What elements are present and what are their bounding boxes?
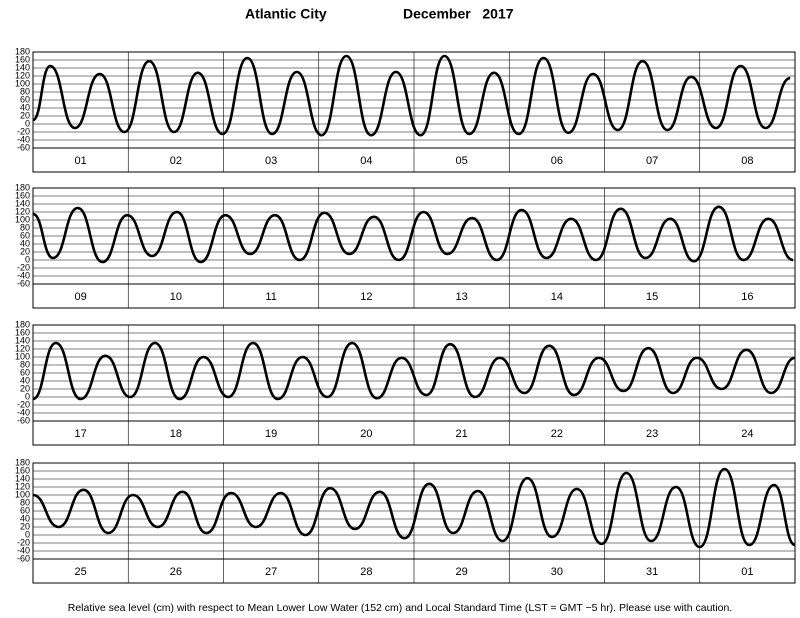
- y-tick-label: 0: [25, 529, 30, 539]
- day-label: 16: [741, 291, 753, 303]
- panel-frame: [32, 51, 796, 173]
- tide-curve: [32, 467, 796, 549]
- y-tick-label: 40: [20, 375, 30, 385]
- y-tick-label: 100: [15, 78, 30, 88]
- day-label: 20: [360, 428, 372, 440]
- y-tick-label: 160: [15, 190, 30, 200]
- day-label: 08: [741, 155, 753, 167]
- y-tick-label: 80: [20, 359, 30, 369]
- y-tick-label: 160: [15, 54, 30, 64]
- y-tick-label: 140: [15, 335, 30, 345]
- day-label: 10: [170, 291, 182, 303]
- y-tick-label: -40: [17, 545, 30, 555]
- day-label: 03: [265, 155, 277, 167]
- y-tick-label: 140: [15, 473, 30, 483]
- y-tick-label: -40: [17, 134, 30, 144]
- day-label: 12: [360, 291, 372, 303]
- day-label: 18: [170, 428, 182, 440]
- y-tick-label: 40: [20, 102, 30, 112]
- y-tick-label: 60: [20, 94, 30, 104]
- y-tick-label: -20: [17, 537, 30, 547]
- y-tick-label: 180: [15, 319, 30, 329]
- y-tick-label: -60: [17, 553, 30, 563]
- day-label: 26: [170, 566, 182, 578]
- day-label: 07: [646, 155, 658, 167]
- y-tick-label: 120: [15, 481, 30, 491]
- station-name: Atlantic City: [245, 6, 327, 22]
- y-tick-label: 20: [20, 110, 30, 120]
- y-tick-label: -60: [17, 142, 30, 152]
- day-label: 19: [265, 428, 277, 440]
- y-tick-label: 60: [20, 230, 30, 240]
- y-tick-label: 180: [15, 46, 30, 56]
- y-tick-label: 120: [15, 70, 30, 80]
- day-label: 13: [456, 291, 468, 303]
- y-tick-label: 20: [20, 383, 30, 393]
- panel-frame: [32, 324, 796, 446]
- y-tick-label: -60: [17, 415, 30, 425]
- y-tick-label: 60: [20, 505, 30, 515]
- y-tick-label: 80: [20, 222, 30, 232]
- y-tick-label: -20: [17, 262, 30, 272]
- y-tick-label: 80: [20, 497, 30, 507]
- day-label: 15: [646, 291, 658, 303]
- day-label: 22: [551, 428, 563, 440]
- y-tick-label: 40: [20, 513, 30, 523]
- y-tick-label: 100: [15, 214, 30, 224]
- day-label: 01: [741, 566, 753, 578]
- y-tick-label: 20: [20, 521, 30, 531]
- y-tick-label: 0: [25, 391, 30, 401]
- y-tick-label: 180: [15, 182, 30, 192]
- day-label: 02: [170, 155, 182, 167]
- day-label: 06: [551, 155, 563, 167]
- y-tick-label: 40: [20, 238, 30, 248]
- panel-frame: [32, 187, 796, 309]
- day-label: 04: [360, 155, 372, 167]
- day-label: 24: [741, 428, 753, 440]
- y-tick-label: -60: [17, 278, 30, 288]
- day-label: 30: [551, 566, 563, 578]
- day-label: 29: [456, 566, 468, 578]
- day-label: 01: [75, 155, 87, 167]
- y-tick-label: 140: [15, 62, 30, 72]
- y-tick-label: 120: [15, 343, 30, 353]
- y-tick-label: 80: [20, 86, 30, 96]
- day-label: 11: [265, 291, 276, 303]
- day-label: 27: [265, 566, 277, 578]
- y-tick-label: 60: [20, 367, 30, 377]
- day-label: 14: [551, 291, 563, 303]
- y-tick-label: 0: [25, 254, 30, 264]
- y-tick-label: -20: [17, 126, 30, 136]
- y-tick-label: 160: [15, 465, 30, 475]
- day-label: 21: [456, 428, 468, 440]
- y-tick-label: 120: [15, 206, 30, 216]
- tide-curve: [32, 205, 794, 264]
- y-tick-label: 100: [15, 351, 30, 361]
- day-label: 28: [360, 566, 372, 578]
- y-tick-label: 20: [20, 246, 30, 256]
- y-tick-label: -20: [17, 399, 30, 409]
- day-label: 09: [75, 291, 87, 303]
- tide-curve: [32, 54, 791, 137]
- tide-curve: [32, 341, 796, 401]
- day-label: 05: [456, 155, 468, 167]
- y-tick-label: 0: [25, 118, 30, 128]
- y-tick-label: 180: [15, 457, 30, 467]
- y-tick-label: -40: [17, 270, 30, 280]
- y-tick-label: 160: [15, 327, 30, 337]
- month-year: December 2017: [403, 6, 514, 22]
- y-tick-label: -40: [17, 407, 30, 417]
- panel-frame: [32, 462, 796, 584]
- day-label: 23: [646, 428, 658, 440]
- footnote: Relative sea level (cm) with respect to …: [68, 602, 733, 614]
- day-label: 17: [75, 428, 87, 440]
- day-label: 25: [75, 566, 87, 578]
- y-tick-label: 100: [15, 489, 30, 499]
- y-tick-label: 140: [15, 198, 30, 208]
- day-label: 31: [646, 566, 658, 578]
